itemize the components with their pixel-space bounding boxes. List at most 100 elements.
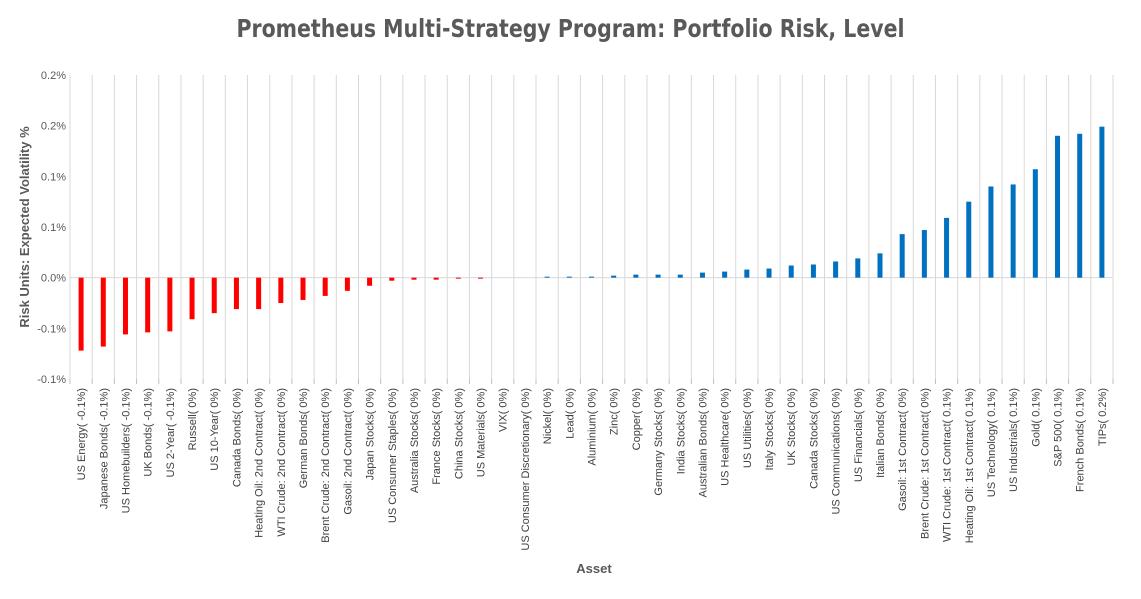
- x-tick-label: Brent Crude: 1st Contract( 0%): [919, 388, 931, 539]
- x-tick-label: Gasoil: 2nd Contract( 0%): [342, 388, 354, 515]
- x-tick-label: US Financials( 0%): [853, 388, 865, 482]
- x-tick-label: Heating Oil: 1st Contract( 0.1%): [964, 388, 976, 543]
- bar: [1010, 184, 1016, 278]
- x-tick-label: Japanese Bonds( -0.1%): [98, 388, 110, 509]
- bar: [655, 274, 661, 278]
- x-tick-label: Italy Stocks( 0%): [764, 388, 776, 471]
- x-tick-label: US Materials( 0%): [476, 388, 488, 477]
- bar: [1032, 169, 1038, 278]
- bar: [433, 277, 439, 280]
- bar: [389, 277, 395, 281]
- x-tick-label: France Stocks( 0%): [431, 388, 443, 485]
- bar: [100, 277, 106, 347]
- x-tick-label: US Energy( -0.1%): [76, 388, 88, 480]
- x-tick-label: Zinc( 0%): [609, 388, 621, 435]
- x-tick-label: Nickel( 0%): [542, 388, 554, 444]
- x-tick-label: US Homebuilders( -0.1%): [120, 388, 132, 513]
- bar: [300, 277, 306, 300]
- y-axis-title: Risk Units: Expected Volatility %: [17, 126, 32, 328]
- bar: [344, 277, 350, 291]
- y-tick-label: -0.1%: [37, 374, 66, 386]
- bar: [921, 230, 927, 278]
- bar: [233, 277, 239, 310]
- x-tick-label: UK Bonds( -0.1%): [143, 388, 155, 477]
- y-tick-label: 0.2%: [41, 121, 66, 133]
- y-tick-label: 0.0%: [41, 273, 66, 285]
- bar: [1099, 126, 1105, 278]
- x-tick-label: Gasoil: 1st Contract( 0%): [897, 388, 909, 511]
- x-tick-label: China Stocks( 0%): [453, 388, 465, 479]
- x-tick-label: S&P 500( 0.1%): [1053, 388, 1065, 467]
- bar: [189, 277, 195, 320]
- bar: [478, 277, 484, 279]
- bar: [766, 268, 772, 278]
- bar: [877, 253, 883, 278]
- x-tick-label: Heating Oil: 2nd Contract( 0%): [254, 388, 266, 538]
- x-tick-label: Copper( 0%): [631, 388, 643, 450]
- x-tick-label: US Communications( 0%): [831, 388, 843, 515]
- y-axis-ticks: -0.1% -0.1% 0.0% 0.1% 0.1% 0.2% 0.2%: [37, 70, 66, 386]
- bar: [122, 277, 128, 335]
- y-tick-label: -0.1%: [37, 323, 66, 335]
- y-tick-label: 0.1%: [41, 222, 66, 234]
- x-tick-label: Canada Stocks( 0%): [808, 388, 820, 489]
- bar: [722, 271, 728, 278]
- bar: [367, 277, 373, 286]
- x-tick-label: UK Stocks( 0%): [786, 388, 798, 466]
- bars: [78, 126, 1105, 351]
- bar: [988, 186, 994, 278]
- x-axis-title: Asset: [576, 561, 612, 576]
- bar: [278, 277, 284, 303]
- x-tick-label: VIX( 0%): [498, 388, 510, 432]
- x-tick-label: TIPs( 0.2%): [1097, 388, 1109, 446]
- x-tick-label: US Industrials( 0.1%): [1008, 388, 1020, 492]
- x-tick-label: German Bonds( 0%): [298, 388, 310, 488]
- x-tick-label: WTI Crude: 2nd Contract( 0%): [276, 388, 288, 537]
- x-tick-label: Canada Bonds( 0%): [231, 388, 243, 487]
- bar: [744, 269, 750, 278]
- x-tick-label: Germany Stocks( 0%): [653, 388, 665, 496]
- x-tick-label: US Utilities( 0%): [742, 388, 754, 468]
- bar: [589, 276, 594, 278]
- bar: [633, 274, 639, 278]
- x-tick-label: French Bonds( 0.1%): [1075, 388, 1087, 492]
- x-tick-label: Gold( 0.1%): [1030, 388, 1042, 447]
- bar: [966, 201, 972, 278]
- bar: [677, 274, 683, 278]
- x-tick-label: Lead( 0%): [564, 388, 576, 439]
- x-tick-label: WTI Crude: 1st Contract( 0.1%): [942, 388, 954, 542]
- x-tick-label: US Consumer Staples( 0%): [387, 388, 399, 523]
- bar: [544, 276, 550, 278]
- gridlines: [69, 75, 1114, 384]
- x-tick-label: Japan Stocks( 0%): [365, 388, 377, 480]
- y-tick-label: 0.2%: [41, 70, 66, 82]
- bar: [699, 272, 705, 278]
- x-tick-label: US Technology( 0.1%): [986, 388, 998, 497]
- bar: [211, 277, 217, 314]
- bar: [833, 261, 839, 278]
- x-tick-label: India Stocks( 0%): [675, 388, 687, 474]
- bar: [455, 277, 461, 279]
- bar: [855, 258, 861, 278]
- bar: [788, 265, 794, 278]
- x-axis-ticks: US Energy( -0.1%) Japanese Bonds( -0.1%) U…: [76, 388, 1109, 551]
- bar: [944, 217, 950, 278]
- bar: [145, 277, 151, 333]
- bar: [810, 264, 816, 278]
- bar: [322, 277, 328, 296]
- x-tick-label: Russell( 0%): [187, 388, 199, 450]
- chart-title: Prometheus Multi-Strategy Program: Portf…: [236, 14, 905, 43]
- bar: [1077, 133, 1083, 278]
- x-tick-label: Australian Bonds( 0%): [697, 388, 709, 497]
- x-tick-label: Aluminium( 0%): [587, 388, 599, 466]
- x-tick-label: US 10-Year( 0%): [209, 388, 221, 471]
- bar: [566, 276, 572, 278]
- bar: [167, 277, 173, 332]
- bar: [78, 277, 84, 351]
- x-tick-label: US Healthcare( 0%): [720, 388, 732, 486]
- y-tick-label: 0.1%: [41, 171, 66, 183]
- x-tick-label: Brent Crude: 2nd Contract( 0%): [320, 388, 332, 543]
- x-tick-label: Italian Bonds( 0%): [875, 388, 887, 478]
- bar: [411, 277, 417, 280]
